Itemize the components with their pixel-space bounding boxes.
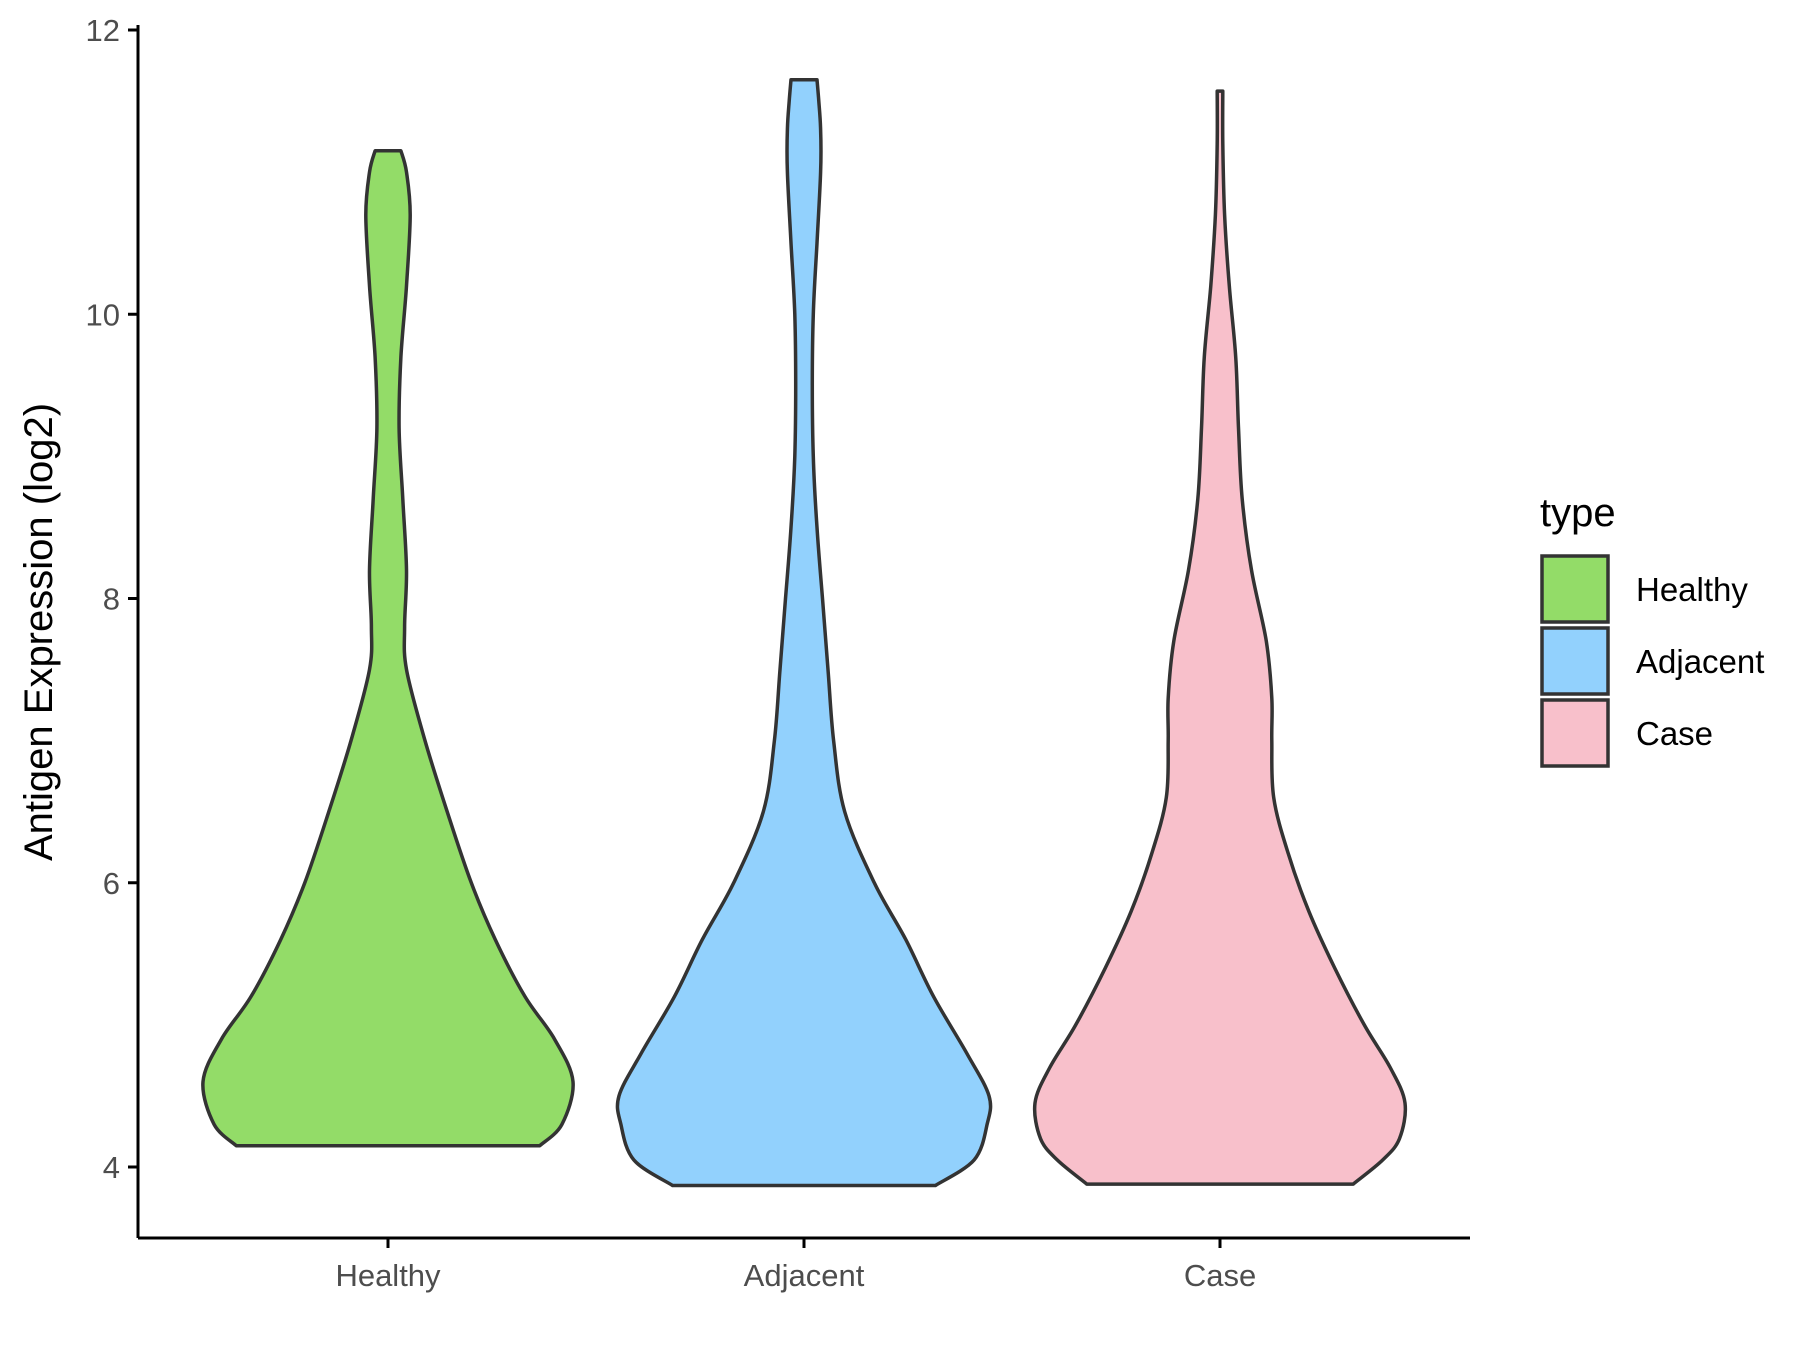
y-axis-ticks: 4 6 8 10 12 bbox=[86, 13, 138, 1185]
y-axis-title: Antigen Expression (log2) bbox=[17, 403, 61, 861]
y-tick-label: 12 bbox=[86, 13, 120, 48]
x-tick-label: Healthy bbox=[335, 1258, 441, 1293]
legend-key-adjacent bbox=[1540, 626, 1610, 696]
x-axis-ticks: Healthy Adjacent Case bbox=[335, 1238, 1256, 1293]
y-tick-label: 6 bbox=[103, 866, 120, 901]
legend-label-case: Case bbox=[1636, 715, 1713, 752]
violin-healthy bbox=[201, 149, 575, 1148]
legend: type Healthy Adjacent Case bbox=[1540, 491, 1764, 768]
y-tick-label: 10 bbox=[86, 297, 120, 332]
violins-layer bbox=[201, 77, 1408, 1188]
legend-label-adjacent: Adjacent bbox=[1636, 643, 1764, 680]
y-tick-label: 4 bbox=[103, 1150, 120, 1185]
legend-key-case bbox=[1540, 698, 1610, 768]
y-tick-label: 8 bbox=[103, 582, 120, 617]
violin-adjacent bbox=[615, 77, 993, 1188]
violin-case bbox=[1032, 89, 1408, 1186]
x-tick-label: Case bbox=[1184, 1258, 1256, 1293]
x-tick-label: Adjacent bbox=[744, 1258, 865, 1293]
legend-title: type bbox=[1540, 491, 1616, 535]
legend-key-healthy bbox=[1540, 554, 1610, 624]
legend-label-healthy: Healthy bbox=[1636, 571, 1748, 608]
